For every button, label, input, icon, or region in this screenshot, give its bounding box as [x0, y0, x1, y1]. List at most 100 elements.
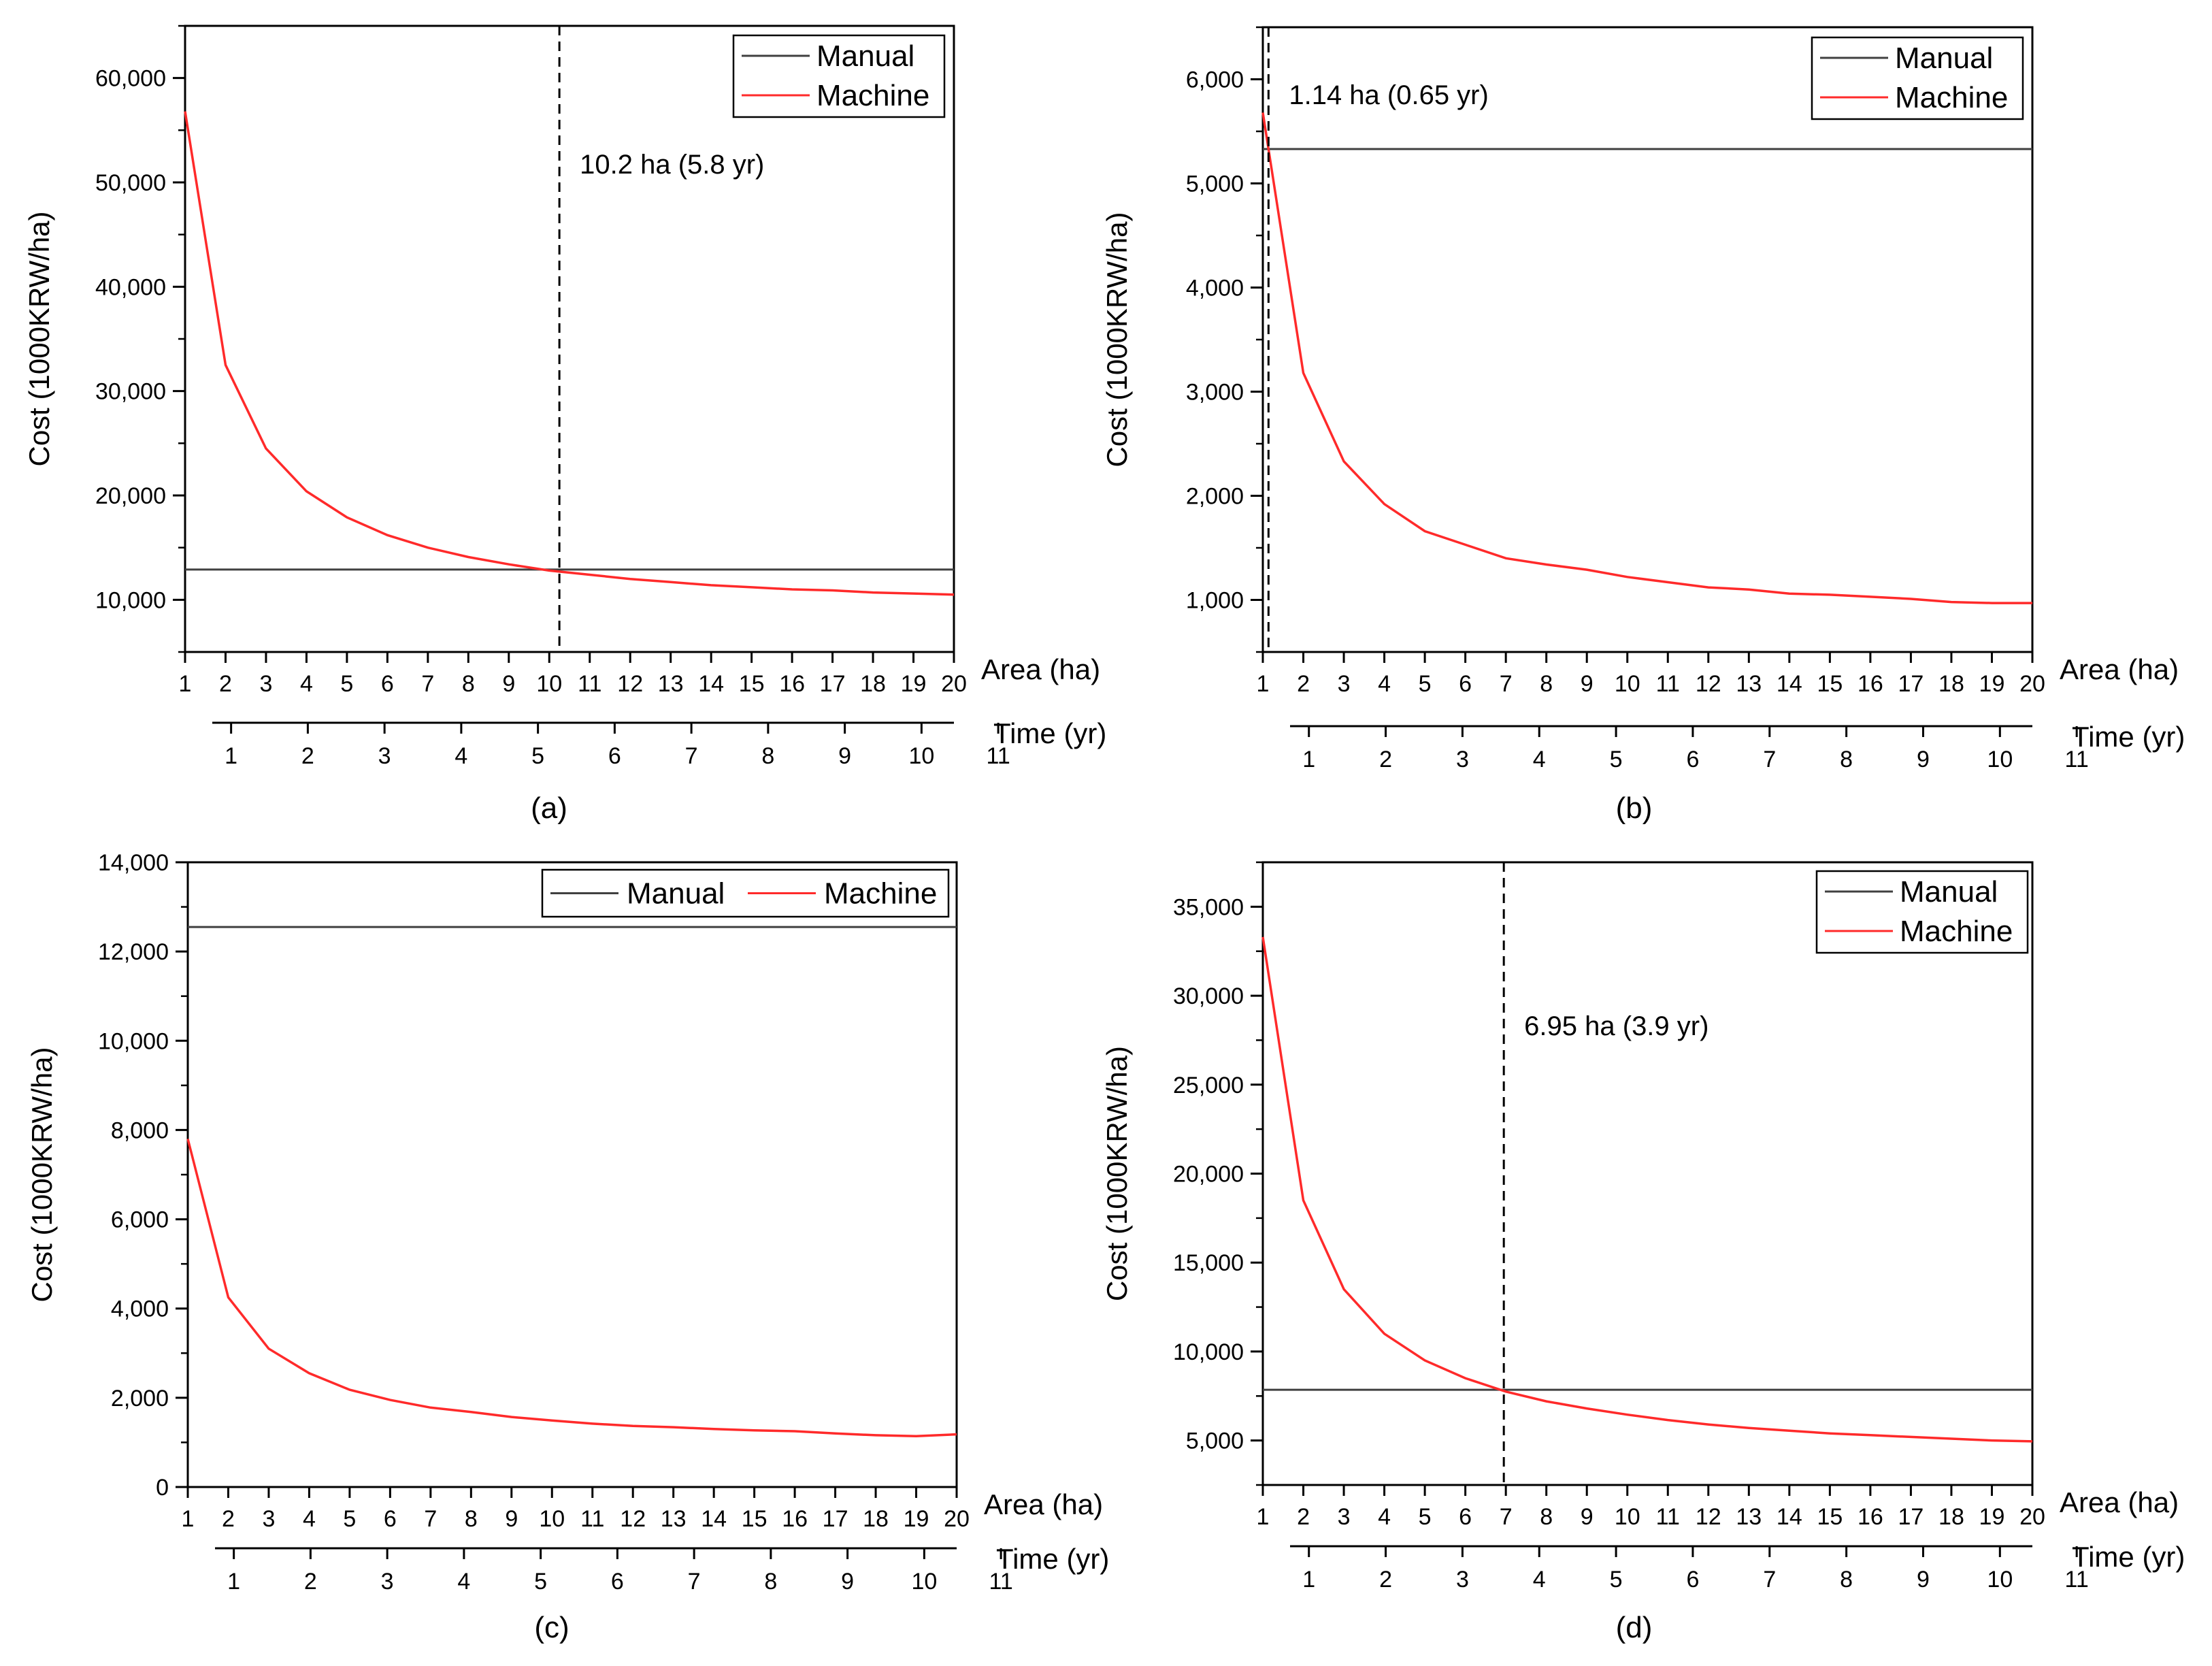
x-tick-label: 18 [1938, 1504, 1964, 1530]
crossover-annotation: 10.2 ha (5.8 yr) [580, 150, 764, 180]
chart-panel-3: 0 2,000 4,000 6,000 8,000 10,000 12,000 14,000 C… [26, 850, 1109, 1644]
x-tick-label: 4 [300, 671, 313, 697]
x-tick-label: 15 [1817, 1504, 1843, 1530]
x-tick-label: 16 [1858, 671, 1883, 697]
legend: Manual Machine [1815, 870, 2029, 954]
x-tick-label: 16 [779, 671, 805, 697]
x-tick-label: 15 [1817, 671, 1843, 697]
y-tick-label: 20,000 [95, 483, 166, 509]
x-tick-label: 10 [1615, 1504, 1640, 1530]
x-tick-label: 9 [1581, 671, 1594, 697]
legend-label: Machine [1900, 915, 2013, 948]
x-tick-label: 5 [1419, 1504, 1432, 1530]
x-tick-label: 1 [182, 1506, 195, 1532]
time-tick-label: 3 [381, 1569, 394, 1595]
time-tick-label: 1 [1302, 747, 1315, 772]
time-tick-label: 8 [761, 743, 774, 769]
x-tick-label: 14 [701, 1506, 727, 1532]
y-tick-label: 14,000 [98, 850, 169, 876]
plot-frame [186, 861, 958, 1488]
time-tick-label: 4 [455, 743, 467, 769]
x-tick-label: 6 [384, 1506, 397, 1532]
y-axis-title: Cost (1000KRW/ha) [26, 1047, 58, 1302]
time-tick-label: 6 [608, 743, 621, 769]
x-tick-label: 8 [1540, 671, 1553, 697]
time-tick-label: 8 [1840, 1567, 1853, 1592]
x-axis-title: Area (ha) [2060, 653, 2179, 685]
y-tick-label: 3,000 [1186, 380, 1244, 406]
x-tick-label: 14 [1777, 1504, 1802, 1530]
time-tick-label: 9 [838, 743, 851, 769]
legend-box [1815, 870, 2029, 954]
y-tick-label: 10,000 [95, 587, 166, 613]
time-tick-label: 10 [908, 743, 934, 769]
time-tick-label: 9 [1917, 1567, 1930, 1592]
y-tick-label: 25,000 [1173, 1073, 1244, 1098]
plot-frame [184, 24, 955, 653]
x-tick-label: 8 [462, 671, 475, 697]
x-tick-label: 6 [1459, 671, 1472, 697]
x-tick-label: 20 [941, 671, 967, 697]
x-tick-label: 11 [1656, 1504, 1680, 1530]
time-axis-title: Time (yr) [993, 717, 1106, 749]
x-tick-label: 20 [2019, 1504, 2045, 1530]
time-tick-label: 9 [841, 1569, 854, 1595]
time-tick-label: 10 [1987, 1567, 2013, 1592]
time-tick-label: 7 [685, 743, 698, 769]
y-axis-title: Cost (1000KRW/ha) [1101, 212, 1133, 467]
legend: Manual Machine [541, 868, 950, 918]
x-tick-label: 17 [823, 1506, 848, 1532]
legend-label: Machine [824, 877, 937, 911]
x-tick-label: 3 [259, 671, 272, 697]
x-tick-label: 18 [1938, 671, 1964, 697]
x-tick-label: 13 [661, 1506, 687, 1532]
time-tick-label: 11 [2065, 1567, 2089, 1592]
x-tick-label: 11 [578, 671, 601, 697]
y-tick-label: 4,000 [1186, 276, 1244, 301]
series-line-machine [186, 1139, 957, 1437]
time-tick-label: 2 [304, 1569, 317, 1595]
series-line-machine [184, 111, 955, 596]
plot-frame [1261, 861, 2034, 1486]
x-tick-label: 19 [1979, 1504, 2005, 1530]
x-tick-label: 2 [1297, 1504, 1310, 1530]
x-tick-label: 7 [1500, 671, 1513, 697]
x-tick-label: 12 [1696, 1504, 1721, 1530]
time-tick-label: 5 [1610, 747, 1623, 772]
x-tick-label: 17 [820, 671, 846, 697]
x-tick-label: 7 [1500, 1504, 1513, 1530]
x-tick-label: 19 [901, 671, 927, 697]
x-tick-label: 20 [2019, 671, 2045, 697]
x-tick-label: 17 [1898, 1504, 1924, 1530]
panel-label: (a) [531, 791, 567, 825]
series-line-machine [1261, 936, 2033, 1443]
crossover-annotation: 6.95 ha (3.9 yr) [1524, 1011, 1708, 1041]
x-tick-label: 5 [1419, 671, 1432, 697]
legend-box [732, 34, 946, 118]
y-axis-title: Cost (1000KRW/ha) [23, 211, 55, 466]
x-tick-label: 11 [580, 1506, 604, 1532]
x-tick-label: 3 [1338, 671, 1351, 697]
legend: Manual Machine [732, 34, 946, 118]
y-tick-label: 20,000 [1173, 1162, 1244, 1188]
legend-label: Manual [816, 39, 914, 73]
time-tick-label: 2 [1379, 1567, 1392, 1592]
time-tick-label: 1 [1302, 1567, 1315, 1592]
legend-label: Machine [816, 79, 929, 112]
time-tick-label: 2 [1379, 747, 1392, 772]
x-tick-label: 5 [340, 671, 353, 697]
x-tick-label: 8 [465, 1506, 478, 1532]
time-tick-label: 5 [1610, 1567, 1623, 1592]
time-tick-label: 2 [301, 743, 314, 769]
x-tick-label: 4 [1378, 671, 1391, 697]
time-tick-label: 11 [2065, 747, 2089, 772]
chart-panel-4: 5,000 10,000 15,000 20,000 25,000 30,000 35,00… [1101, 861, 2185, 1644]
legend-box [1811, 36, 2024, 120]
y-tick-label: 35,000 [1173, 894, 1244, 920]
y-tick-label: 15,000 [1173, 1250, 1244, 1276]
time-tick-label: 10 [911, 1569, 937, 1595]
x-tick-label: 16 [1858, 1504, 1883, 1530]
x-tick-label: 19 [904, 1506, 929, 1532]
y-tick-label: 4,000 [111, 1296, 169, 1322]
